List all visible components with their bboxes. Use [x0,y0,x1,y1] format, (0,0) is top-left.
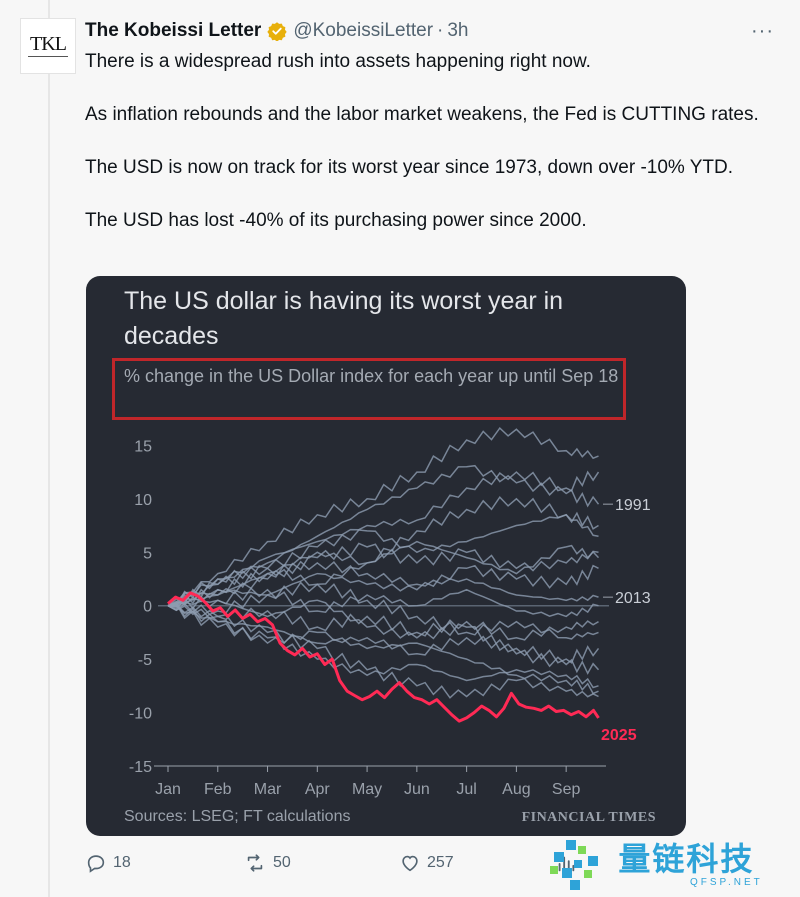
series-line [167,513,599,607]
avatar-logo-rule [28,55,68,59]
y-tick-label: 15 [134,438,152,455]
tweet-text: There is a widespread rush into assets h… [85,48,785,260]
more-options-icon[interactable]: ··· [751,20,774,42]
subtitle-highlight-box [112,358,626,420]
chart-subtitle: % change in the US Dollar index for each… [124,366,619,386]
reply-button[interactable]: 18 [85,852,131,874]
series-line [167,602,599,695]
chart-title: The US dollar is having its worst year i… [124,287,564,350]
x-tick-label: Feb [204,781,232,798]
series-line [167,470,600,607]
author-name[interactable]: The Kobeissi Letter [85,20,262,41]
watermark-text: 量链科技 QFSP.NET [610,841,763,888]
watermark-cn: 量链科技 [618,841,755,877]
series-line [167,540,600,608]
y-tick-label: 0 [143,599,152,616]
author-handle[interactable]: @KobeissiLetter [293,20,434,41]
x-tick-label: Jul [456,781,476,798]
tweet-time[interactable]: 3h [447,20,469,41]
x-tick-label: Apr [305,781,331,798]
repost-icon [247,854,263,872]
x-tick-label: May [352,781,382,798]
series-line [167,587,599,618]
watermark-logo-icon [550,839,598,890]
series-line [167,581,599,640]
tweet-paragraph: There is a widespread rush into assets h… [85,51,591,72]
heart-icon [402,855,418,872]
series-line-2025 [167,591,600,723]
series-label: 2013 [615,590,651,607]
series-line [167,603,599,699]
series-label: 1991 [615,497,651,514]
tweet-paragraph: As inflation rebounds and the labor mark… [85,104,759,125]
y-tick-label: -5 [138,652,152,669]
repost-count: 50 [273,854,291,871]
x-tick-label: Mar [254,781,282,798]
y-tick-label: -15 [129,759,152,776]
tweet-paragraph: The USD has lost -40% of its purchasing … [85,210,587,231]
thread-line [48,0,50,897]
separator-dot: · [437,20,444,41]
x-tick-label: Sep [552,781,581,798]
tweet-actions: 18 50 257 [85,852,685,882]
watermark: 量链科技 QFSP.NET [548,832,800,897]
like-count: 257 [427,854,454,871]
publisher-mark: FINANCIAL TIMES [521,810,656,825]
tweet-header: The Kobeissi Letter @KobeissiLetter · 3h [85,16,780,46]
series-line [167,560,599,610]
like-button[interactable]: 257 [399,852,454,874]
x-tick-label: Jan [155,781,181,798]
series-line [167,464,600,607]
avatar[interactable]: TKL [20,18,76,74]
views-button[interactable] [555,852,583,874]
y-tick-label: -10 [129,706,152,723]
chart-sources: Sources: LSEG; FT calculations [124,808,351,825]
repost-button[interactable]: 50 [243,852,291,874]
verified-badge-icon [267,22,287,41]
y-tick-label: 10 [134,492,152,509]
views-chart-icon [558,856,575,872]
y-tick-label: 5 [143,545,152,562]
tweet-paragraph: The USD is now on track for its worst ye… [85,157,734,178]
series-label-2025: 2025 [601,727,637,744]
watermark-en: QFSP.NET [690,877,763,888]
reply-count: 18 [113,854,131,871]
series-line [167,496,599,607]
series-line [167,564,599,607]
series-line [167,604,600,664]
chart-image-card[interactable]: The US dollar is having its worst year i… [86,276,686,836]
reply-icon [87,855,105,873]
x-tick-label: Jun [404,781,430,798]
series-line [167,426,599,607]
avatar-logo-text: TKL [30,32,67,55]
x-tick-label: Aug [502,781,530,798]
